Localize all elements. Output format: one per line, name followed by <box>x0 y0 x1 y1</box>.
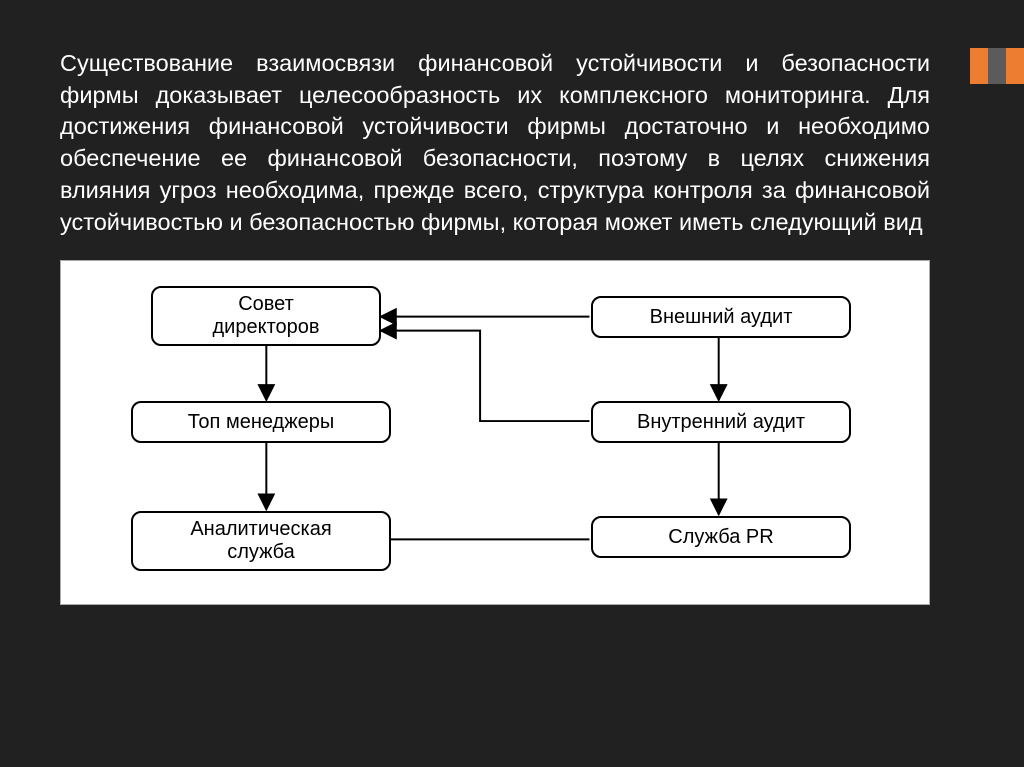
accent-bar <box>970 48 1024 84</box>
accent-seg-1 <box>970 48 988 84</box>
slide: Существование взаимосвязи финансовой уст… <box>0 0 1024 767</box>
node-analytic: Аналитическаяслужба <box>131 511 391 571</box>
node-pr: Служба PR <box>591 516 851 558</box>
accent-seg-2 <box>988 48 1006 84</box>
accent-seg-3 <box>1006 48 1024 84</box>
node-ext_audit: Внешний аудит <box>591 296 851 338</box>
node-top_mgrs: Топ менеджеры <box>131 401 391 443</box>
edge-int_audit-board <box>381 331 590 421</box>
slide-paragraph: Существование взаимосвязи финансовой уст… <box>60 48 930 238</box>
node-int_audit: Внутренний аудит <box>591 401 851 443</box>
diagram-panel: Советдиректоров Топ менеджеры Аналитическа… <box>60 260 930 605</box>
node-board: Советдиректоров <box>151 286 381 346</box>
